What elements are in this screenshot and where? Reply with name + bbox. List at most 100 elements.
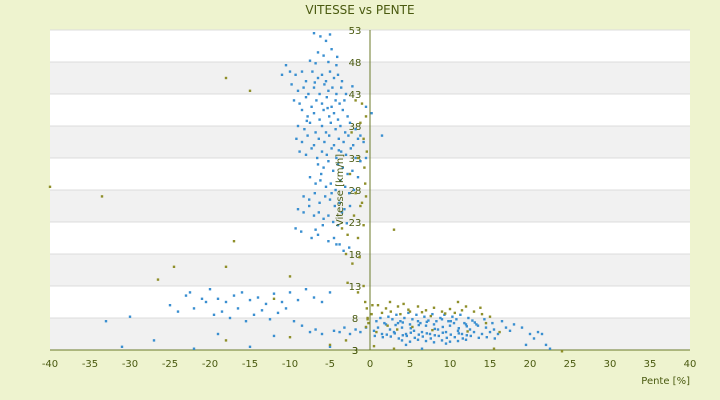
data-point xyxy=(350,131,353,134)
data-point xyxy=(340,86,343,89)
data-point xyxy=(432,306,436,309)
data-point xyxy=(343,208,346,211)
data-point xyxy=(312,112,316,115)
data-point xyxy=(433,327,436,331)
data-point xyxy=(284,307,288,310)
data-point xyxy=(312,86,316,89)
data-point xyxy=(432,341,436,344)
data-point xyxy=(389,310,392,313)
data-point xyxy=(208,288,212,291)
data-point xyxy=(344,252,348,256)
data-point xyxy=(300,140,304,144)
data-point xyxy=(351,85,354,88)
x-tick-label: 0 xyxy=(367,359,373,370)
data-point xyxy=(334,99,337,102)
y-tick-label: 28 xyxy=(349,186,362,197)
data-point xyxy=(346,281,349,284)
data-point xyxy=(420,330,424,334)
data-point xyxy=(320,300,324,304)
x-tick-labels: -40 -35 -30 -25 -20 -15 -10 -5 0 5 10 15 20 25 30 35 40 xyxy=(42,359,697,370)
x-tick-label: 25 xyxy=(564,359,577,370)
data-point xyxy=(296,124,300,128)
data-point xyxy=(371,304,374,307)
data-point xyxy=(288,275,292,278)
data-point xyxy=(560,350,564,353)
data-point xyxy=(294,73,297,76)
y-tick-label: 53 xyxy=(349,26,362,37)
data-point xyxy=(383,321,386,325)
data-point xyxy=(342,140,345,144)
data-point xyxy=(348,246,351,249)
data-point xyxy=(467,316,470,320)
data-point xyxy=(346,233,349,236)
data-point xyxy=(380,332,384,336)
data-point xyxy=(415,313,418,316)
data-point xyxy=(358,256,361,259)
data-point xyxy=(428,332,432,336)
data-point xyxy=(443,313,446,316)
data-point xyxy=(441,325,444,329)
data-point xyxy=(232,294,236,297)
data-point xyxy=(416,338,420,341)
data-point xyxy=(417,333,420,336)
data-point xyxy=(318,118,321,121)
data-point xyxy=(292,320,296,323)
data-point xyxy=(447,320,450,323)
data-point xyxy=(288,70,292,73)
data-point xyxy=(463,321,466,325)
data-point xyxy=(304,80,308,83)
data-point xyxy=(314,328,317,331)
data-point xyxy=(366,318,369,321)
x-tick-label: -20 xyxy=(202,359,218,370)
data-point xyxy=(332,329,336,332)
data-point xyxy=(441,331,444,334)
data-point xyxy=(344,153,348,156)
data-point xyxy=(308,121,312,124)
data-point xyxy=(401,321,404,324)
data-point xyxy=(338,330,341,334)
data-point xyxy=(548,347,552,350)
data-point xyxy=(312,32,316,35)
data-point xyxy=(508,329,512,332)
data-point xyxy=(445,336,448,340)
data-point xyxy=(298,150,301,153)
data-point xyxy=(236,307,240,310)
data-point xyxy=(336,163,340,166)
data-point xyxy=(302,86,305,89)
data-point xyxy=(339,124,342,128)
data-point xyxy=(296,208,300,211)
data-point xyxy=(425,332,428,335)
data-point xyxy=(498,330,501,334)
data-point xyxy=(324,131,328,134)
data-point xyxy=(280,300,284,304)
data-point xyxy=(479,306,482,309)
data-point xyxy=(310,236,313,240)
data-point xyxy=(306,115,309,118)
data-point xyxy=(417,323,420,327)
x-tick-label: 20 xyxy=(524,359,537,370)
data-point xyxy=(317,211,320,214)
data-point xyxy=(332,236,336,240)
data-point xyxy=(288,291,292,294)
data-point xyxy=(304,153,308,156)
data-point xyxy=(365,150,368,153)
data-point xyxy=(411,318,414,321)
data-point xyxy=(340,211,344,214)
data-point xyxy=(319,179,322,182)
data-point xyxy=(316,76,320,80)
x-tick-label: 15 xyxy=(484,359,497,370)
x-tick-label: -35 xyxy=(82,359,98,370)
data-point xyxy=(224,339,228,342)
data-point xyxy=(342,249,345,252)
data-point xyxy=(327,240,330,243)
data-point xyxy=(320,124,324,128)
data-point xyxy=(365,307,368,310)
data-point xyxy=(404,332,408,336)
x-tick-label: 5 xyxy=(407,359,413,370)
data-point xyxy=(379,316,382,320)
data-point xyxy=(520,326,524,329)
data-point xyxy=(313,192,316,195)
data-point xyxy=(316,233,320,236)
data-point xyxy=(360,102,364,105)
data-point xyxy=(329,182,332,185)
